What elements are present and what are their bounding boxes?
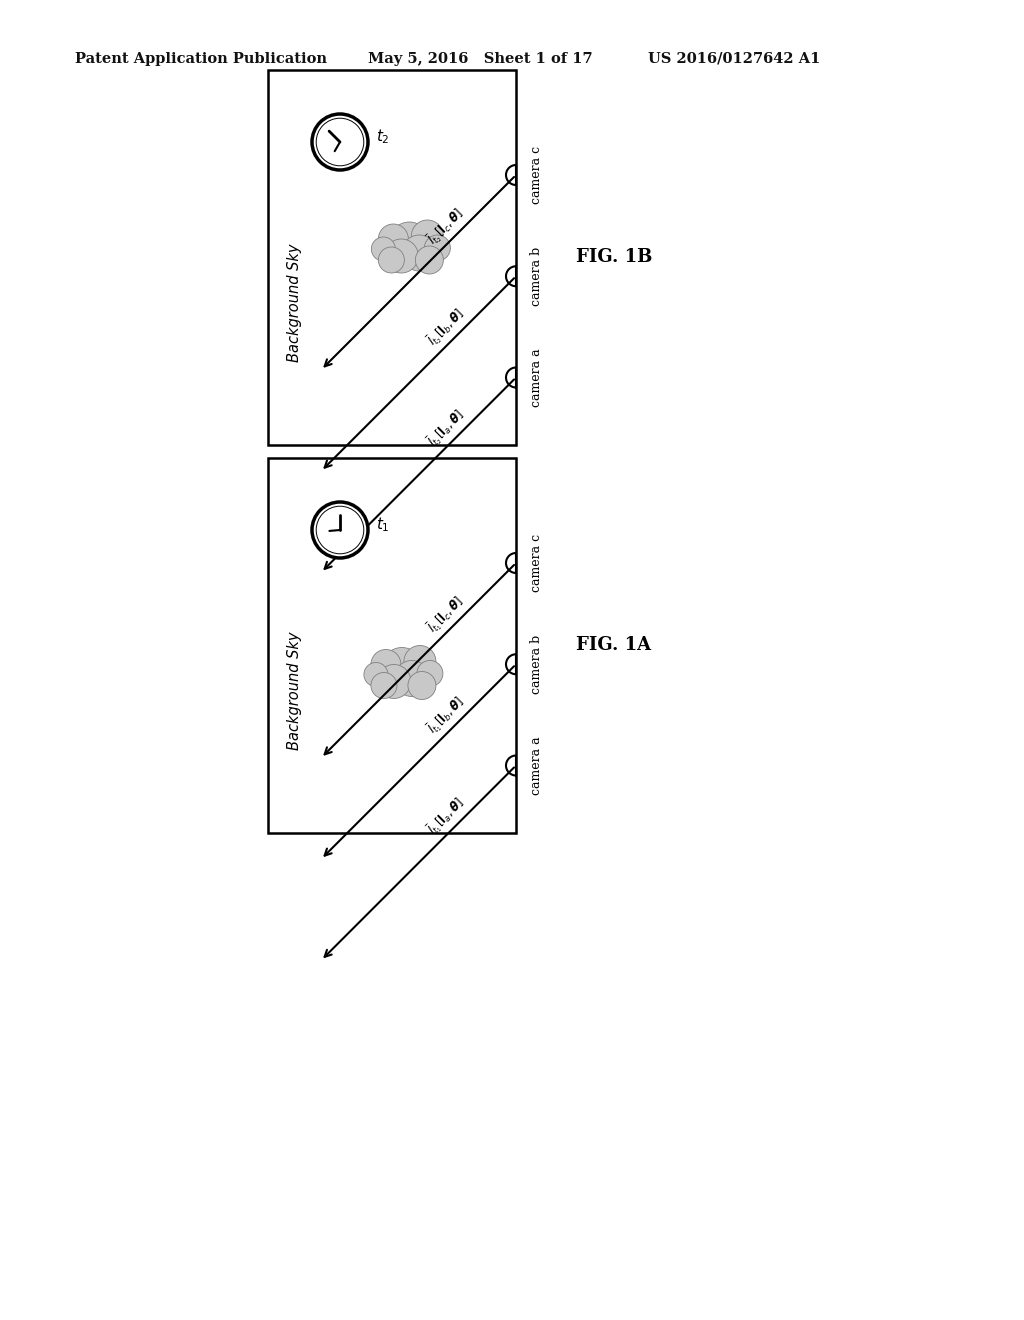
- Circle shape: [389, 222, 429, 261]
- Circle shape: [372, 238, 395, 261]
- Text: $\bar{I}_{t_1}[\mathbf{l}_b, \boldsymbol{\theta}]$: $\bar{I}_{t_1}[\mathbf{l}_b, \boldsymbol…: [424, 693, 469, 738]
- Circle shape: [394, 660, 430, 697]
- Text: FIG. 1B: FIG. 1B: [575, 248, 652, 267]
- Text: $\bar{I}_{t_1}[\mathbf{l}_c, \boldsymbol{\theta}]$: $\bar{I}_{t_1}[\mathbf{l}_c, \boldsymbol…: [424, 593, 469, 636]
- Text: $t_2$: $t_2$: [376, 128, 390, 147]
- Text: camera b: camera b: [530, 635, 543, 694]
- Circle shape: [401, 235, 437, 271]
- Text: $t_1$: $t_1$: [376, 516, 390, 535]
- Text: May 5, 2016   Sheet 1 of 17: May 5, 2016 Sheet 1 of 17: [368, 51, 593, 66]
- Text: US 2016/0127642 A1: US 2016/0127642 A1: [648, 51, 820, 66]
- Text: $\bar{I}_{t_1}[\mathbf{l}_a, \boldsymbol{\theta}]$: $\bar{I}_{t_1}[\mathbf{l}_a, \boldsymbol…: [424, 795, 469, 840]
- Text: camera a: camera a: [530, 737, 543, 795]
- Text: Patent Application Publication: Patent Application Publication: [75, 51, 327, 66]
- Text: camera c: camera c: [530, 533, 543, 593]
- Text: FIG. 1A: FIG. 1A: [575, 636, 651, 655]
- Text: camera b: camera b: [530, 247, 543, 306]
- Circle shape: [403, 645, 436, 677]
- Bar: [268, 458, 516, 833]
- Text: $\bar{I}_{t_2}[\mathbf{l}_c, \boldsymbol{\theta}]$: $\bar{I}_{t_2}[\mathbf{l}_c, \boldsymbol…: [424, 205, 469, 249]
- Circle shape: [412, 220, 443, 252]
- Text: camera c: camera c: [530, 147, 543, 205]
- Text: $\bar{I}_{t_2}[\mathbf{l}_b, \boldsymbol{\theta}]$: $\bar{I}_{t_2}[\mathbf{l}_b, \boldsymbol…: [424, 305, 469, 350]
- Text: Background Sky: Background Sky: [287, 631, 301, 750]
- Text: camera a: camera a: [530, 348, 543, 407]
- Bar: [268, 70, 516, 445]
- Text: Background Sky: Background Sky: [287, 243, 301, 362]
- Circle shape: [312, 502, 368, 558]
- Circle shape: [416, 246, 443, 275]
- Circle shape: [371, 649, 401, 680]
- Circle shape: [382, 648, 422, 688]
- Circle shape: [371, 672, 397, 698]
- Circle shape: [378, 224, 409, 253]
- Circle shape: [364, 663, 388, 686]
- Circle shape: [312, 114, 368, 170]
- Circle shape: [424, 235, 451, 261]
- Circle shape: [377, 664, 411, 698]
- Text: $\bar{I}_{t_2}[\mathbf{l}_a, \boldsymbol{\theta}]$: $\bar{I}_{t_2}[\mathbf{l}_a, \boldsymbol…: [424, 407, 469, 451]
- Circle shape: [378, 247, 404, 273]
- Circle shape: [417, 660, 443, 686]
- Circle shape: [384, 239, 419, 273]
- Circle shape: [408, 672, 436, 700]
